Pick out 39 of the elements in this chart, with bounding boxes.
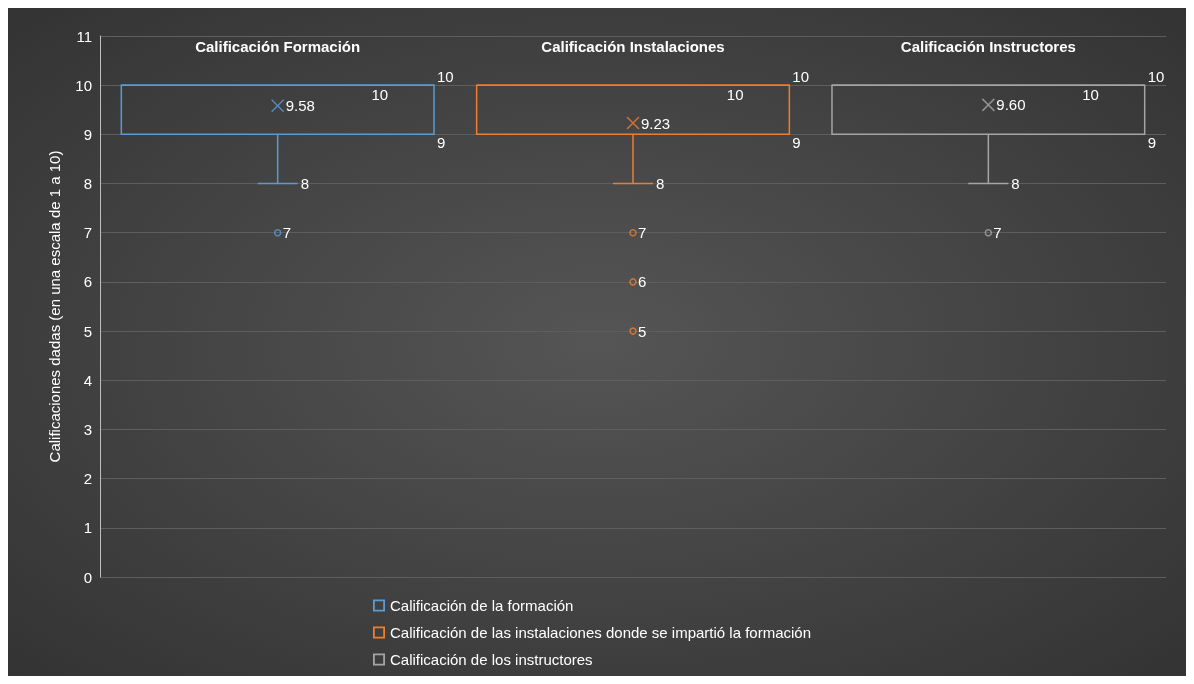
- annotation: 8: [1011, 175, 1020, 193]
- legend-label: Calificación de las instalaciones donde se impartió la formación: [390, 624, 812, 641]
- annotation: 9: [792, 134, 801, 152]
- annotation: 10: [792, 68, 810, 86]
- annotation: 10: [437, 68, 454, 86]
- y-tick-label: 5: [83, 322, 92, 340]
- annotation: 7: [282, 224, 292, 242]
- x-tick-label: Calificación Instructores: [900, 38, 1076, 55]
- annotation: 8: [300, 175, 310, 193]
- y-tick-label: 4: [83, 371, 92, 389]
- annotation: 9.60: [996, 96, 1026, 114]
- y-tick-label: 6: [83, 273, 92, 291]
- annotation: 7: [993, 224, 1002, 242]
- x-tick-label: Calificación Instalaciones: [541, 38, 725, 55]
- y-tick-label: 1: [83, 519, 92, 537]
- annotation: 9: [1147, 134, 1157, 152]
- annotation: 10: [726, 86, 744, 104]
- legend-label: Calificación de los instructores: [390, 651, 593, 668]
- legend-label: Calificación de la formación: [390, 597, 574, 614]
- y-tick-label: 7: [83, 224, 92, 242]
- y-tick-label: 10: [75, 76, 92, 94]
- annotation: 10: [1147, 68, 1165, 86]
- x-tick-label: Calificación Formación: [195, 38, 361, 55]
- y-tick-label: 3: [83, 420, 92, 438]
- annotation: 9.58: [285, 97, 315, 115]
- y-tick-label: 0: [83, 568, 92, 586]
- y-tick-label: 9: [83, 125, 92, 143]
- annotation: 9.23: [641, 114, 671, 132]
- annotation: 10: [1082, 86, 1099, 104]
- annotation: 9: [437, 134, 446, 152]
- annotation: 8: [656, 175, 665, 193]
- annotation: 7: [638, 224, 647, 242]
- y-axis-title: Calificaciones dadas (en una escala de 1 a 10): [46, 150, 63, 463]
- annotation: 5: [638, 322, 647, 340]
- annotation: 10: [371, 86, 389, 104]
- annotation: 6: [638, 273, 647, 291]
- y-tick-label: 8: [83, 175, 92, 193]
- y-tick-label: 2: [83, 470, 92, 488]
- y-tick-label: 11: [76, 27, 92, 45]
